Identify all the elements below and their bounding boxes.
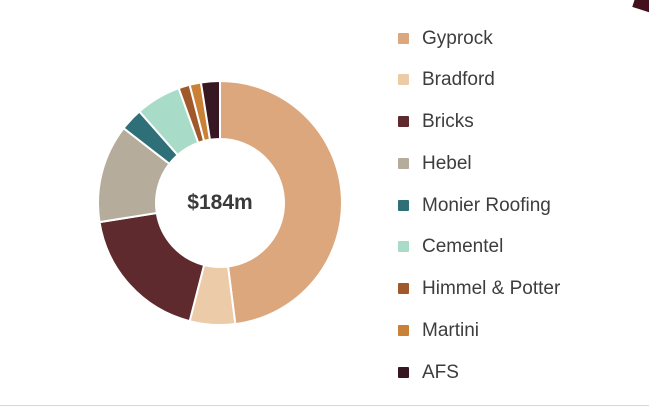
legend-item-bradford: Bradford (398, 68, 638, 92)
donut-slice-gyprock (219, 80, 343, 326)
legend-swatch-icon (398, 116, 409, 127)
legend-label: Bradford (422, 69, 495, 91)
legend-label: AFS (422, 361, 459, 383)
legend-swatch-icon (398, 157, 409, 169)
legend-label: Himmel & Potter (422, 278, 561, 299)
legend-item-gyprock: Gyprock (398, 26, 638, 50)
legend-label: Martini (422, 319, 480, 341)
legend-swatch-icon (398, 241, 409, 253)
donut-chart: $184m (90, 73, 350, 333)
legend-item-hebel: Hebel (398, 151, 638, 175)
legend-swatch-icon (398, 199, 409, 211)
legend-item-himmel-potter: Himmel & Potter (398, 277, 638, 301)
chart-legend: Gyprock Bradford Bricks Hebel Monier Roofing… (398, 26, 638, 384)
legend-label: Bricks (422, 111, 474, 132)
legend-item-bricks: Bricks (398, 110, 638, 134)
bottom-divider (0, 405, 649, 406)
corner-artifact (632, 0, 649, 13)
legend-item-monier-roofing: Monier Roofing (398, 193, 638, 217)
legend-label: Monier Roofing (422, 194, 551, 216)
legend-item-martini: Martini (398, 318, 638, 342)
legend-label: Cementel (422, 236, 504, 258)
legend-swatch-icon (398, 283, 409, 294)
legend-swatch-icon (398, 74, 409, 86)
legend-item-cementel: Cementel (398, 235, 638, 259)
legend-label: Gyprock (422, 27, 493, 49)
donut-slice-afs (199, 80, 221, 141)
donut-slice-bricks (98, 212, 206, 323)
legend-swatch-icon (398, 32, 409, 44)
legend-label: Hebel (422, 152, 472, 174)
legend-swatch-icon (398, 366, 409, 378)
legend-item-afs: AFS (398, 360, 638, 384)
legend-swatch-icon (398, 324, 409, 336)
donut-chart-svg (97, 80, 343, 326)
